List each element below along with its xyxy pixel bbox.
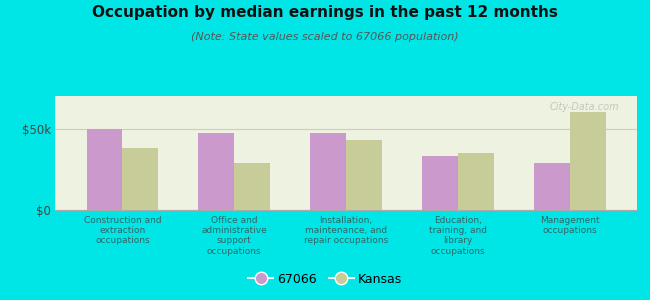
Text: (Note: State values scaled to 67066 population): (Note: State values scaled to 67066 popu… xyxy=(191,32,459,41)
Text: Occupation by median earnings in the past 12 months: Occupation by median earnings in the pas… xyxy=(92,4,558,20)
Bar xyxy=(458,153,494,210)
Bar xyxy=(346,140,382,210)
Bar xyxy=(122,148,158,210)
Bar xyxy=(234,163,270,210)
Bar xyxy=(422,156,458,210)
Bar xyxy=(534,163,570,210)
Text: City-Data.com: City-Data.com xyxy=(550,102,619,112)
Bar xyxy=(570,112,606,210)
Bar xyxy=(198,134,234,210)
Bar xyxy=(86,129,122,210)
Bar xyxy=(310,133,346,210)
Legend: 67066, Kansas: 67066, Kansas xyxy=(243,268,407,291)
